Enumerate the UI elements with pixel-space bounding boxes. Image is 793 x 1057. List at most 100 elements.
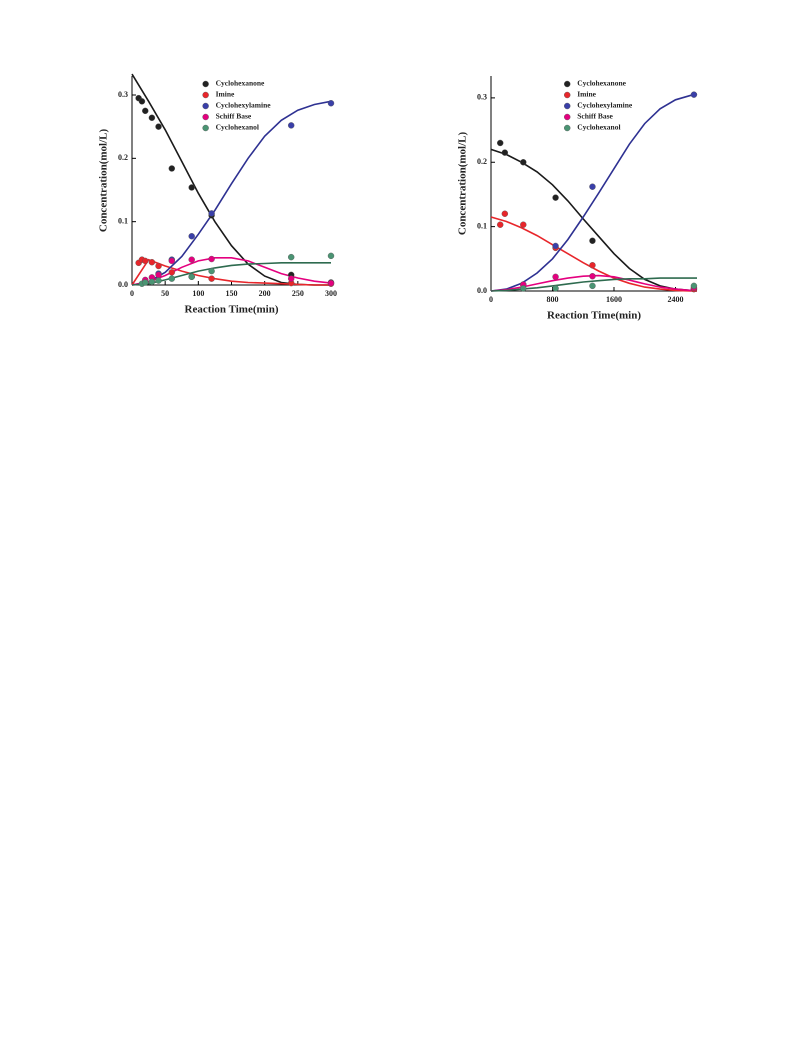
legend-label: Cyclohexylamine <box>216 101 272 110</box>
x-tick-label: 2400 <box>667 295 683 304</box>
data-point <box>690 91 698 98</box>
data-point <box>148 278 156 286</box>
x-tick-label: 100 <box>192 289 204 298</box>
data-point <box>552 194 559 201</box>
y-tick-label: 0.3 <box>118 90 128 99</box>
y-tick-label: 0.0 <box>118 280 128 289</box>
data-point <box>208 267 215 275</box>
legend-label: Imine <box>577 90 596 99</box>
data-point <box>208 210 215 217</box>
data-point <box>501 149 509 156</box>
legend-marker <box>564 102 571 110</box>
data-point <box>327 100 335 107</box>
data-point <box>142 257 149 265</box>
data-point <box>155 271 162 279</box>
data-point <box>497 221 504 228</box>
data-point <box>288 122 295 129</box>
data-point <box>188 273 195 280</box>
data-point <box>552 285 559 292</box>
legend-label: Cyclohexanone <box>577 79 626 88</box>
data-point <box>589 282 596 290</box>
legend-marker <box>202 124 209 132</box>
y-tick-label: 0.2 <box>118 153 128 162</box>
data-point <box>138 98 146 105</box>
data-point <box>168 257 176 265</box>
data-point <box>327 252 335 260</box>
data-point <box>497 139 504 147</box>
legend-marker <box>202 102 209 110</box>
fit-line <box>490 274 697 292</box>
data-point <box>589 237 596 244</box>
y-tick-label: 0.2 <box>477 157 487 166</box>
legend-marker <box>202 91 209 99</box>
data-point <box>288 275 295 282</box>
fit-line <box>131 100 332 286</box>
x-tick-label: 800 <box>546 295 558 304</box>
data-point <box>188 233 195 240</box>
x-tick-label: 50 <box>161 289 169 298</box>
legend-marker <box>564 113 571 121</box>
legend-marker <box>202 80 209 88</box>
data-point <box>142 107 149 115</box>
y-tick-label: 0.1 <box>477 221 487 230</box>
data-point <box>188 184 195 191</box>
x-tick-label: 0 <box>130 289 134 298</box>
legend-label: Cyclohexanone <box>216 79 265 88</box>
data-point <box>148 114 156 122</box>
data-point <box>208 255 215 263</box>
data-point <box>168 165 176 172</box>
data-point <box>589 262 596 269</box>
x-tick-label: 250 <box>292 289 304 298</box>
x-tick-label: 0 <box>489 295 493 304</box>
data-point <box>148 259 156 266</box>
x-tick-label: 150 <box>226 289 238 298</box>
legend-marker <box>202 113 209 121</box>
data-point <box>155 277 162 284</box>
legend-marker <box>564 80 571 88</box>
fit-line <box>131 262 331 286</box>
data-point <box>188 256 195 263</box>
y-axis-label: Concentration(mol/L) <box>98 129 110 233</box>
data-point <box>552 242 559 250</box>
data-point <box>142 279 149 286</box>
data-point <box>552 273 559 281</box>
legend-marker <box>564 124 571 132</box>
x-tick-label: 200 <box>259 289 271 298</box>
data-point <box>155 123 162 130</box>
x-axis-label: Reaction Time(min) <box>185 304 279 316</box>
legend-label: Cyclohexanol <box>577 123 620 132</box>
fit-line <box>490 148 698 292</box>
fit-line <box>490 277 697 292</box>
legend-label: Schiff Base <box>577 112 613 121</box>
legend-label: Schiff Base <box>216 112 252 121</box>
fit-line <box>131 257 332 286</box>
data-point <box>589 272 596 280</box>
data-point <box>168 269 176 276</box>
data-point <box>288 253 295 261</box>
y-axis-label: Concentration(mol/L) <box>457 132 469 236</box>
x-axis-label: Reaction Time(min) <box>547 310 641 322</box>
data-point <box>168 275 176 282</box>
legend-label: Cyclohexanol <box>216 123 259 132</box>
x-tick-label: 1600 <box>606 295 622 304</box>
y-tick-label: 0.0 <box>477 286 487 295</box>
legend-label: Imine <box>216 90 235 99</box>
y-tick-label: 0.1 <box>118 216 128 225</box>
data-point <box>589 183 596 190</box>
data-point <box>208 275 215 282</box>
data-point <box>520 221 527 228</box>
fit-line <box>490 216 697 292</box>
data-point <box>520 159 527 166</box>
data-point <box>501 210 509 217</box>
x-tick-label: 300 <box>325 289 337 298</box>
data-point <box>327 279 335 287</box>
fit-line <box>490 93 698 292</box>
legend-marker <box>564 91 571 99</box>
data-point <box>155 262 162 270</box>
data-point <box>690 282 698 290</box>
legend-label: Cyclohexylamine <box>577 101 633 110</box>
fit-line <box>131 258 331 286</box>
data-point <box>520 285 527 292</box>
y-tick-label: 0.3 <box>477 93 487 102</box>
